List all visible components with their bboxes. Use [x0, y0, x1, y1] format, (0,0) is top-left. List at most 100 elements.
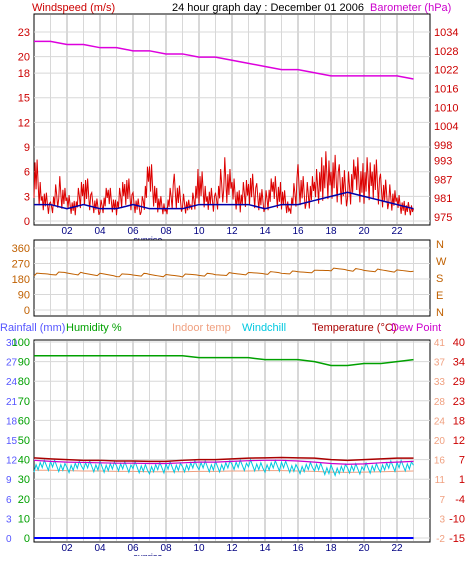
legend-item: Humidity %: [66, 322, 122, 334]
x-tick-label: 20: [358, 543, 370, 554]
left-tick-label: 3: [24, 191, 30, 203]
series-windspeed: [33, 151, 414, 216]
temperature-tick-label: 7: [459, 455, 465, 467]
compass-label: N: [436, 239, 444, 251]
right-tick-label: 1004: [434, 121, 458, 133]
indoor-tick-label: 16: [434, 456, 446, 467]
x-tick-label: 16: [292, 226, 304, 237]
right-tick-label: 998: [434, 140, 452, 152]
temperature-tick-label: 34: [453, 357, 465, 369]
humidity-tick-label: 100: [12, 337, 30, 349]
x-tick-label: 06: [127, 226, 139, 237]
indoor-tick-label: 3: [439, 514, 445, 525]
humidity-tick-label: 0: [24, 533, 30, 545]
legend-item: Dew Point: [391, 322, 441, 334]
indoor-tick-label: 7: [439, 495, 445, 506]
legend-item: Rainfall (mm): [0, 322, 65, 334]
direction-tick-label: 360: [12, 243, 30, 255]
x-tick-label: 10: [193, 226, 205, 237]
rainfall-tick-label: 3: [6, 514, 12, 525]
indoor-tick-label: -2: [436, 534, 445, 545]
indoor-tick-label: 33: [434, 377, 446, 388]
x-tick-label: 12: [226, 543, 238, 554]
legend-item: Temperature (°C): [312, 322, 396, 334]
humidity-tick-label: 70: [18, 396, 30, 408]
temperature-tick-label: -4: [455, 494, 465, 506]
panel-humidity-temperature: Rainfall (mm) Humidity % Indoor temp Windch…: [0, 322, 465, 561]
barometer-title: Barometer (hPa): [370, 2, 451, 14]
rainfall-tick-label: 27: [6, 358, 18, 369]
x-tick-label: 04: [94, 226, 106, 237]
indoor-tick-label: 11: [435, 475, 446, 486]
indoor-tick-label: 37: [434, 358, 446, 369]
humidity-tick-label: 30: [18, 474, 30, 486]
rainfall-tick-label: 24: [6, 377, 18, 388]
compass-label: S: [436, 273, 443, 285]
humidity-tick-label: 20: [18, 494, 30, 506]
x-tick-label: 14: [259, 543, 271, 554]
rainfall-tick-label: 30: [6, 338, 18, 349]
humidity-tick-label: 60: [18, 415, 30, 427]
right-tick-label: 975: [434, 212, 452, 224]
humidity-tick-label: 80: [18, 376, 30, 388]
compass-label: N: [436, 307, 444, 319]
temperature-tick-label: 18: [453, 415, 465, 427]
temperature-tick-label: -15: [449, 533, 465, 545]
temperature-tick-label: 1: [459, 474, 465, 486]
series-wind-direction: [33, 267, 414, 278]
rainfall-tick-label: 0: [6, 534, 12, 545]
series-windchill: [33, 458, 414, 478]
x-tick-label: 08: [160, 226, 172, 237]
compass-label: E: [436, 290, 443, 302]
x-tick-label: 12: [226, 226, 238, 237]
direction-tick-label: 180: [12, 274, 30, 286]
left-tick-label: 6: [24, 167, 30, 179]
rainfall-tick-label: 21: [6, 397, 18, 408]
x-tick-label: 14: [259, 226, 271, 237]
humidity-tick-label: 90: [18, 357, 30, 369]
x-tick-label: 18: [325, 226, 337, 237]
right-tick-label: 1028: [434, 46, 458, 58]
right-tick-label: 1022: [434, 65, 458, 77]
series-dew-point: [33, 459, 414, 465]
direction-tick-label: 270: [12, 259, 30, 271]
indoor-tick-label: 20: [434, 436, 446, 447]
temperature-tick-label: 23: [453, 396, 465, 408]
x-tick-label: 22: [391, 226, 403, 237]
humidity-tick-label: 40: [18, 455, 30, 467]
series-temperature: [33, 456, 414, 463]
direction-tick-label: 90: [18, 290, 30, 302]
rainfall-tick-label: 15: [6, 436, 18, 447]
x-tick-label: 08: [160, 543, 172, 554]
temperature-tick-label: -10: [449, 513, 465, 525]
humidity-tick-label: 10: [18, 513, 30, 525]
left-tick-label: 20: [18, 52, 30, 64]
right-tick-label: 1034: [434, 27, 458, 39]
temperature-tick-label: 29: [453, 376, 465, 388]
humidity-tick-label: 50: [18, 435, 30, 447]
left-tick-label: 9: [24, 142, 30, 154]
indoor-tick-label: 28: [434, 397, 446, 408]
rainfall-tick-label: 9: [6, 475, 12, 486]
series-windspeed-average: [34, 191, 414, 210]
legend-item: Indoor temp: [172, 322, 231, 334]
right-tick-label: 993: [434, 156, 452, 168]
x-tick-label: 20: [358, 226, 370, 237]
indoor-tick-label: 41: [434, 338, 446, 349]
rainfall-tick-label: 12: [6, 456, 18, 467]
right-tick-label: 1010: [434, 102, 458, 114]
legend-item: Windchill: [242, 322, 286, 334]
left-tick-label: 0: [24, 216, 30, 228]
right-tick-label: 987: [434, 174, 452, 186]
left-tick-label: 12: [18, 117, 30, 129]
right-tick-label: 1016: [434, 83, 458, 95]
windspeed-title: Windspeed (m/s): [32, 2, 115, 14]
x-tick-label: 02: [61, 226, 73, 237]
x-tick-label: 02: [61, 543, 73, 554]
direction-tick-label: 0: [24, 305, 30, 317]
rainfall-tick-label: 18: [6, 416, 18, 427]
panel-wind-barometer: 0369121518202397598198799399810041010101…: [18, 13, 458, 245]
